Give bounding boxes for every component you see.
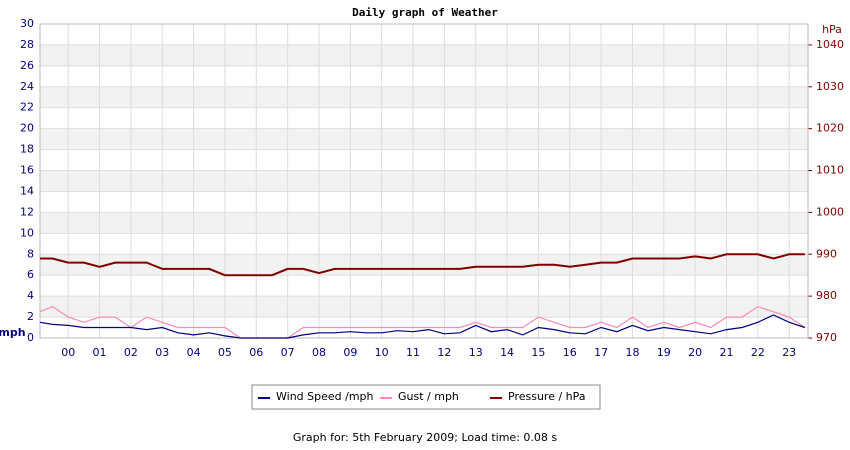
x-tick-label: 13: [469, 346, 483, 359]
y2-tick-label: 1040: [816, 38, 844, 51]
legend-label: Pressure / hPa: [508, 390, 586, 403]
y-tick-label: 8: [27, 247, 34, 260]
x-tick-label: 20: [688, 346, 702, 359]
y-tick-label: 14: [20, 184, 34, 197]
y2-tick-label: 1000: [816, 205, 844, 218]
y-tick-label: 26: [20, 59, 34, 72]
y-tick-label: 4: [27, 289, 34, 302]
y2-tick-label: 1030: [816, 80, 844, 93]
grid-band: [40, 254, 808, 276]
y-axis-label: mph: [0, 326, 26, 339]
y2-tick-label: 980: [816, 289, 837, 302]
x-tick-label: 00: [61, 346, 75, 359]
x-tick-label: 04: [187, 346, 201, 359]
x-tick-label: 11: [406, 346, 420, 359]
x-tick-label: 14: [500, 346, 514, 359]
y-tick-label: 24: [20, 80, 34, 93]
y2-tick-label: 1010: [816, 164, 844, 177]
x-tick-label: 19: [657, 346, 671, 359]
x-tick-label: 03: [155, 346, 169, 359]
x-tick-label: 23: [782, 346, 796, 359]
x-tick-label: 06: [249, 346, 263, 359]
y-tick-label: 16: [20, 164, 34, 177]
x-tick-label: 18: [625, 346, 639, 359]
x-tick-label: 05: [218, 346, 232, 359]
y-tick-label: 30: [20, 17, 34, 30]
legend-label: Gust / mph: [398, 390, 459, 403]
chart-title: Daily graph of Weather: [352, 6, 498, 19]
series-line: [40, 253, 805, 277]
x-tick-label: 22: [751, 346, 765, 359]
y-tick-label: 18: [20, 143, 34, 156]
grid-band: [40, 44, 808, 66]
x-tick-label: 10: [375, 346, 389, 359]
y-tick-label: 2: [27, 310, 34, 323]
x-tick-label: 07: [281, 346, 295, 359]
y-tick-label: 20: [20, 122, 34, 135]
x-tick-label: 17: [594, 346, 608, 359]
y-tick-label: 6: [27, 268, 34, 281]
grid-band: [40, 128, 808, 150]
grid-band: [40, 170, 808, 192]
x-tick-label: 21: [719, 346, 733, 359]
grid-band: [40, 296, 808, 318]
x-tick-label: 16: [563, 346, 577, 359]
y2-axis-label: hPa: [822, 23, 842, 36]
legend-box: [251, 384, 601, 410]
y2-tick-label: 990: [816, 247, 837, 260]
x-tick-label: 08: [312, 346, 326, 359]
y-tick-label: 0: [27, 331, 34, 344]
footer: Graph for: 5th February 2009; Load time:…: [293, 431, 558, 444]
series-line: [39, 314, 806, 339]
y-tick-label: 10: [20, 226, 34, 239]
y-tick-label: 12: [20, 205, 34, 218]
x-tick-label: 01: [93, 346, 107, 359]
x-tick-label: 09: [343, 346, 357, 359]
y2-tick-label: 1020: [816, 122, 844, 135]
x-tick-label: 15: [531, 346, 545, 359]
grid-band: [40, 86, 808, 108]
legend-label: Wind Speed /mph: [276, 390, 374, 403]
y-tick-label: 22: [20, 101, 34, 114]
y-tick-label: 28: [20, 38, 34, 51]
plot-frame: [39, 23, 809, 339]
x-tick-label: 12: [437, 346, 451, 359]
grid-band: [40, 212, 808, 234]
y2-tick-label: 970: [816, 331, 837, 344]
series-line: [39, 305, 806, 339]
x-tick-label: 02: [124, 346, 138, 359]
